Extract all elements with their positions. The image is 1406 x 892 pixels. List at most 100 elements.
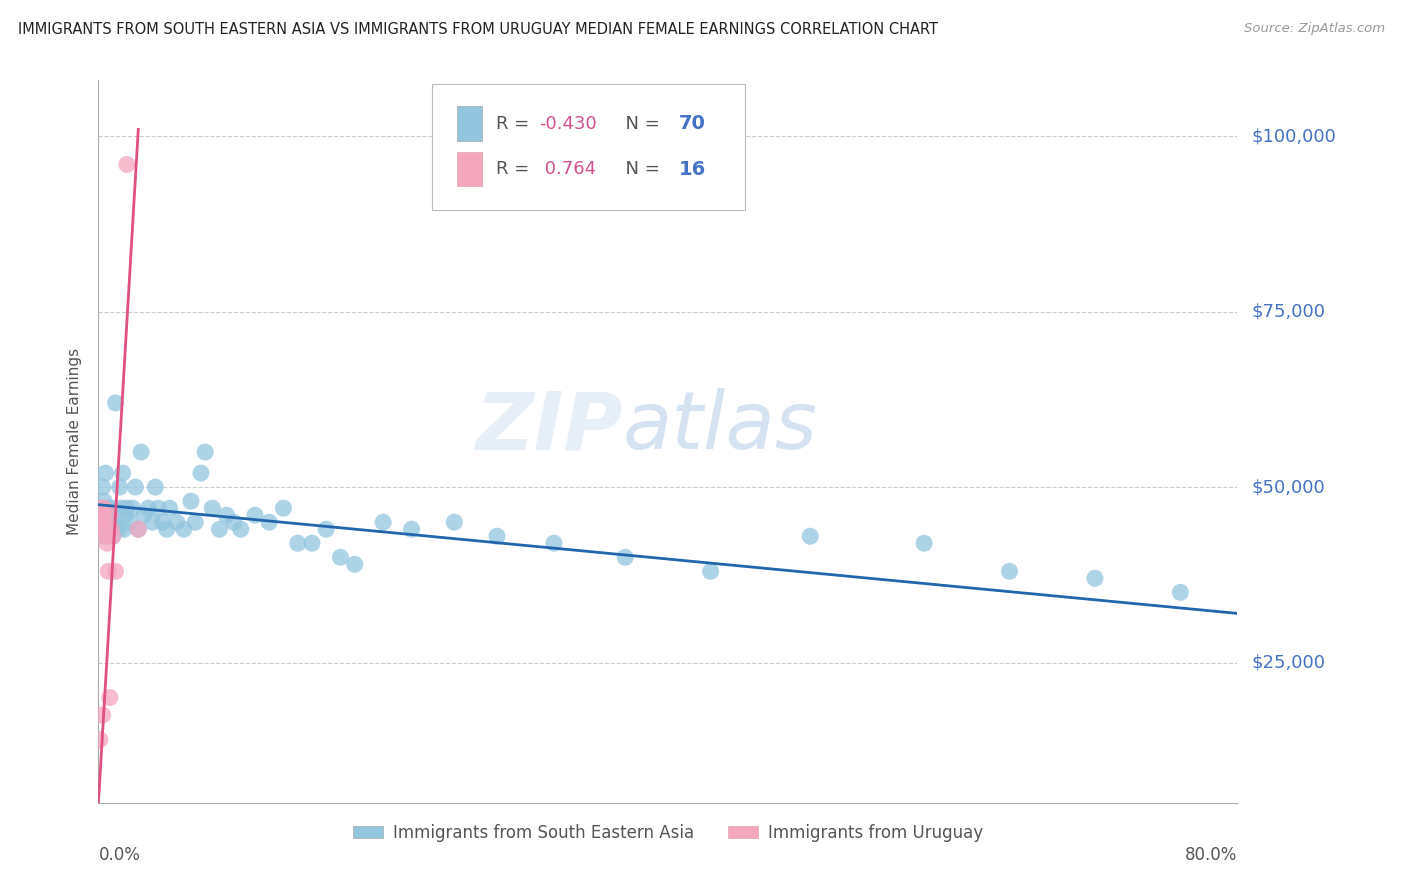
FancyBboxPatch shape xyxy=(432,84,745,211)
Point xyxy=(93,494,115,508)
Point xyxy=(115,157,138,171)
Text: N =: N = xyxy=(614,115,666,133)
Text: R =: R = xyxy=(496,115,534,133)
Point xyxy=(98,515,121,529)
Point xyxy=(184,515,207,529)
Point xyxy=(101,529,124,543)
Point xyxy=(98,508,121,523)
Point xyxy=(104,564,127,578)
Point xyxy=(91,522,114,536)
Text: $50,000: $50,000 xyxy=(1251,478,1324,496)
Text: 16: 16 xyxy=(679,160,706,178)
Point xyxy=(156,522,179,536)
Point xyxy=(127,522,149,536)
Point xyxy=(121,501,143,516)
Point xyxy=(173,522,195,536)
Point xyxy=(129,445,152,459)
Point xyxy=(94,529,117,543)
Point xyxy=(194,445,217,459)
Point xyxy=(180,494,202,508)
Point xyxy=(112,522,135,536)
Point xyxy=(132,508,155,523)
Point xyxy=(443,515,465,529)
Text: -0.430: -0.430 xyxy=(538,115,598,133)
Point xyxy=(486,529,509,543)
Point xyxy=(101,501,124,516)
Point xyxy=(96,529,118,543)
Point xyxy=(110,501,132,516)
Point xyxy=(273,501,295,516)
Point xyxy=(301,536,323,550)
Point xyxy=(124,480,146,494)
Point xyxy=(799,529,821,543)
Point xyxy=(90,501,112,516)
Point xyxy=(94,466,117,480)
Point xyxy=(100,522,122,536)
Legend: Immigrants from South Eastern Asia, Immigrants from Uruguay: Immigrants from South Eastern Asia, Immi… xyxy=(346,817,990,848)
Point xyxy=(96,536,118,550)
Text: R =: R = xyxy=(496,161,534,178)
Point xyxy=(343,558,366,572)
Point xyxy=(614,550,637,565)
Text: $75,000: $75,000 xyxy=(1251,302,1326,321)
Point xyxy=(222,515,245,529)
Point xyxy=(100,522,122,536)
Point xyxy=(148,501,170,516)
Point xyxy=(97,501,120,516)
Point xyxy=(97,564,120,578)
Text: $100,000: $100,000 xyxy=(1251,128,1336,145)
Point xyxy=(108,480,131,494)
Point xyxy=(1084,571,1107,585)
Point xyxy=(93,515,115,529)
Point xyxy=(107,522,129,536)
Point xyxy=(287,536,309,550)
Point xyxy=(103,522,125,536)
Point xyxy=(166,515,188,529)
Point xyxy=(401,522,423,536)
Point xyxy=(118,515,141,529)
FancyBboxPatch shape xyxy=(457,106,482,141)
Y-axis label: Median Female Earnings: Median Female Earnings xyxy=(67,348,83,535)
Point xyxy=(1170,585,1192,599)
Point xyxy=(111,466,134,480)
Point xyxy=(93,529,115,543)
Point xyxy=(91,708,114,723)
Point xyxy=(215,508,238,523)
Point xyxy=(98,508,121,523)
Text: ZIP: ZIP xyxy=(475,388,623,467)
Point xyxy=(229,522,252,536)
Text: 0.764: 0.764 xyxy=(538,161,596,178)
Text: 70: 70 xyxy=(679,114,706,133)
Point xyxy=(98,690,121,705)
Point xyxy=(115,501,138,516)
Point xyxy=(543,536,565,550)
Text: $25,000: $25,000 xyxy=(1251,654,1326,672)
Point xyxy=(141,515,163,529)
FancyBboxPatch shape xyxy=(457,152,482,186)
Text: IMMIGRANTS FROM SOUTH EASTERN ASIA VS IMMIGRANTS FROM URUGUAY MEDIAN FEMALE EARN: IMMIGRANTS FROM SOUTH EASTERN ASIA VS IM… xyxy=(18,22,938,37)
Point xyxy=(96,508,118,523)
Point xyxy=(127,522,149,536)
Text: 0.0%: 0.0% xyxy=(98,847,141,864)
Point xyxy=(91,480,114,494)
Point xyxy=(91,508,114,523)
Point xyxy=(243,508,266,523)
Point xyxy=(208,522,231,536)
Point xyxy=(699,564,721,578)
Point xyxy=(136,501,159,516)
Point xyxy=(93,501,115,516)
Text: Source: ZipAtlas.com: Source: ZipAtlas.com xyxy=(1244,22,1385,36)
Point xyxy=(114,508,136,523)
Text: atlas: atlas xyxy=(623,388,817,467)
Point xyxy=(90,515,112,529)
Point xyxy=(91,515,114,529)
Point xyxy=(159,501,181,516)
Point xyxy=(315,522,337,536)
Point xyxy=(201,501,224,516)
Point xyxy=(97,522,120,536)
Point xyxy=(190,466,212,480)
Point xyxy=(152,515,174,529)
Point xyxy=(373,515,395,529)
Point xyxy=(104,396,127,410)
Point xyxy=(998,564,1021,578)
